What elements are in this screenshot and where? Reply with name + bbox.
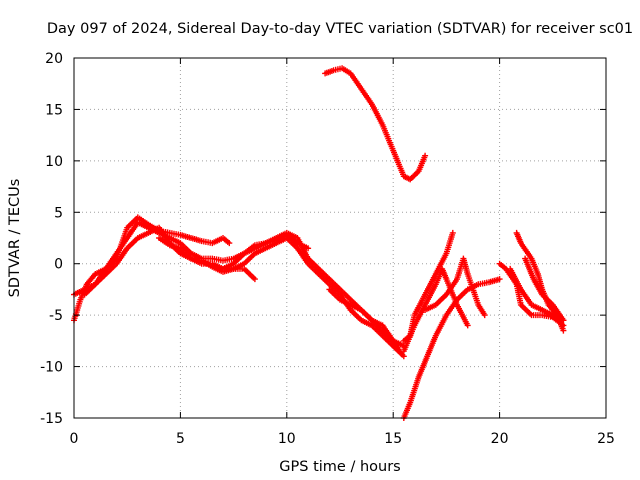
- x-tick-label: 20: [491, 431, 509, 447]
- grid-lines: [74, 58, 606, 418]
- x-tick-label: 15: [384, 431, 402, 447]
- plot-frame: [73, 57, 607, 419]
- x-tick-label: 25: [597, 431, 615, 447]
- y-tick-label: 15: [45, 102, 63, 118]
- y-axis-label: SDTVAR / TECUs: [7, 179, 23, 298]
- series-markers: [422, 255, 488, 319]
- series-track-10: [400, 276, 503, 421]
- series-markers: [220, 231, 312, 272]
- series-track-15: [522, 255, 567, 324]
- series-markers: [326, 286, 407, 349]
- y-tick-label: -5: [49, 308, 63, 324]
- chart-title: Day 097 of 2024, Sidereal Day-to-day VTE…: [47, 21, 633, 37]
- series-track-6: [322, 65, 429, 183]
- series-track-11: [422, 255, 488, 319]
- y-tick-label: -10: [40, 360, 63, 376]
- series-markers: [400, 276, 503, 421]
- series-markers: [81, 214, 233, 298]
- series-markers: [400, 265, 471, 355]
- series-markers: [522, 255, 567, 324]
- series-track-9: [400, 265, 471, 355]
- y-tick-label: 20: [45, 51, 63, 67]
- series-markers: [322, 65, 429, 183]
- x-tick-label: 10: [278, 431, 296, 447]
- axis-ticks: 0 5 10 15 20 25 -15 -10 -5 0 5 10 15 20: [40, 51, 615, 447]
- series-track-5: [220, 231, 312, 272]
- series-track-3: [81, 214, 233, 298]
- y-tick-label: 0: [54, 257, 63, 273]
- x-tick-label: 0: [70, 431, 79, 447]
- y-tick-label: 10: [45, 154, 63, 170]
- data-series: [71, 65, 567, 421]
- x-axis-label: GPS time / hours: [279, 459, 400, 475]
- y-tick-label: -15: [40, 411, 63, 427]
- y-tick-label: 5: [54, 205, 63, 221]
- x-tick-label: 5: [176, 431, 185, 447]
- series-track-7: [326, 286, 407, 349]
